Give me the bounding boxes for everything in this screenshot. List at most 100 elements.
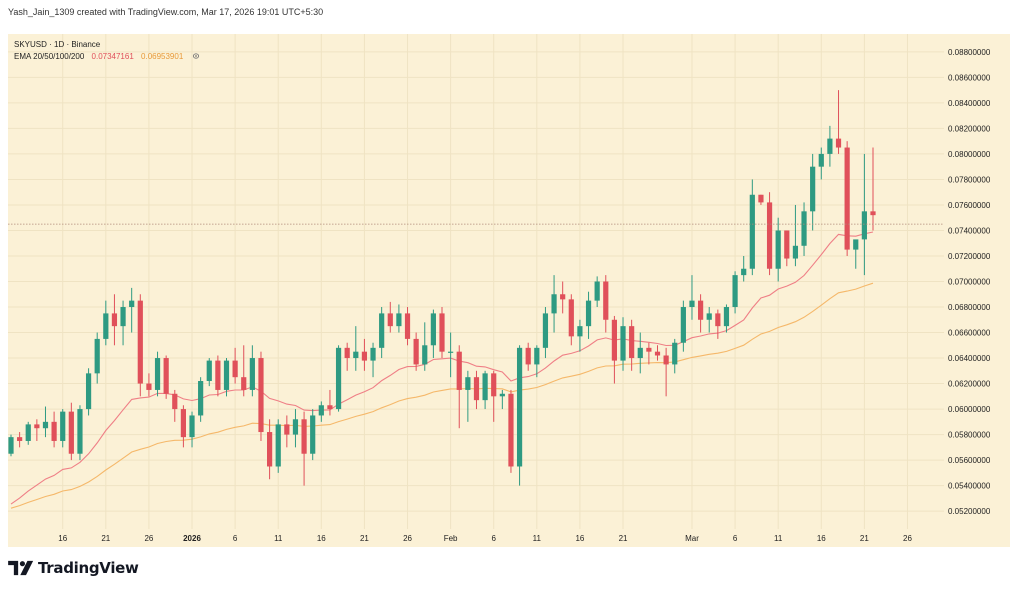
- candle: [758, 194, 764, 205]
- candle-body: [25, 424, 31, 441]
- candle-body: [741, 268, 747, 276]
- candle-body: [258, 358, 264, 433]
- tradingview-brand[interactable]: TradingView: [8, 558, 139, 578]
- y-tick-label: 0.05800000: [948, 431, 991, 440]
- candle: [180, 405, 186, 448]
- candle: [60, 409, 66, 448]
- candle: [335, 345, 342, 412]
- candle: [749, 179, 755, 276]
- candle: [654, 345, 661, 361]
- y-tick-label: 0.07400000: [948, 226, 991, 235]
- candle: [827, 125, 833, 167]
- candle-body: [525, 347, 531, 365]
- candle: [844, 141, 850, 256]
- tradingview-wordmark: TradingView: [38, 559, 139, 577]
- candle-body: [784, 230, 790, 259]
- candle: [284, 415, 290, 448]
- candle-body: [560, 294, 566, 300]
- candle-body: [68, 411, 74, 454]
- candle-body: [17, 437, 23, 441]
- candle-body: [732, 275, 738, 308]
- candle: [120, 300, 126, 346]
- candle-body: [766, 202, 773, 269]
- candle-body: [137, 300, 143, 384]
- candle-body: [413, 338, 419, 365]
- candle-body: [473, 377, 480, 401]
- candle: [741, 255, 747, 282]
- candle: [611, 315, 617, 384]
- y-tick-label: 0.07800000: [948, 175, 991, 184]
- y-tick-label: 0.06200000: [948, 380, 991, 389]
- candle: [465, 370, 471, 422]
- x-tick-label: Feb: [444, 534, 458, 543]
- candle: [379, 307, 385, 359]
- candle-body: [310, 415, 316, 454]
- candle-body: [663, 355, 669, 365]
- candle-body: [568, 299, 574, 337]
- x-tick-label: 6: [233, 534, 238, 543]
- candle-body: [189, 415, 195, 438]
- y-tick-label: 0.06800000: [948, 303, 991, 312]
- candle-body: [8, 437, 14, 454]
- candle-body: [611, 319, 617, 361]
- candle: [189, 411, 195, 448]
- candle-body: [749, 194, 755, 269]
- candle: [801, 202, 807, 256]
- candle: [534, 345, 540, 378]
- chart-legend: SKYUSD · 1D · Binance EMA 20/50/100/200 …: [14, 40, 200, 61]
- candle-body: [241, 377, 247, 390]
- candle: [637, 332, 643, 374]
- candle: [775, 217, 781, 282]
- candle-body: [844, 147, 850, 250]
- candle: [853, 239, 859, 269]
- candle: [241, 345, 247, 397]
- candle-body: [267, 432, 273, 467]
- candle-body: [706, 313, 712, 320]
- eye-icon[interactable]: [192, 53, 200, 59]
- candle: [499, 389, 505, 410]
- candle-body: [223, 360, 230, 390]
- candle: [137, 294, 143, 397]
- price-axis-background[interactable]: [944, 34, 1010, 529]
- candlestick-chart[interactable]: 0.05200000 0.05400000 0.05600000 0.05800000…: [0, 0, 1024, 550]
- y-tick-label: 0.08000000: [948, 150, 991, 159]
- candle-body: [646, 347, 652, 352]
- candle: [301, 411, 307, 486]
- candle-body: [637, 347, 643, 359]
- candle-body: [482, 373, 488, 401]
- candle: [163, 355, 169, 399]
- time-axis-background[interactable]: [8, 529, 1010, 547]
- candle: [215, 355, 221, 397]
- candle-body: [353, 351, 359, 359]
- candle: [861, 153, 867, 276]
- candle: [603, 275, 609, 333]
- candle-body: [42, 421, 49, 429]
- candle-body: [594, 281, 600, 301]
- x-tick-label: 16: [575, 534, 584, 543]
- y-tick-label: 0.08200000: [948, 124, 991, 133]
- candle: [413, 332, 419, 371]
- legend-symbol: SKYUSD · 1D · Binance: [14, 40, 101, 49]
- candle-body: [215, 360, 221, 390]
- candle: [396, 304, 402, 333]
- candle-body: [232, 360, 238, 378]
- candle: [792, 204, 799, 267]
- candle: [585, 291, 592, 339]
- y-tick-label: 0.05600000: [948, 456, 991, 465]
- candle: [568, 294, 574, 346]
- candle-body: [853, 239, 859, 250]
- candle-body: [344, 347, 350, 359]
- candle: [267, 419, 273, 480]
- candle: [310, 409, 316, 461]
- y-tick-label: 0.07200000: [948, 252, 991, 261]
- y-tick-label: 0.05400000: [948, 482, 991, 491]
- candle-body: [292, 419, 299, 435]
- x-tick-label: 6: [733, 534, 738, 543]
- candle-body: [111, 313, 118, 327]
- candle-body: [723, 307, 730, 327]
- candle-body: [810, 166, 816, 212]
- candle: [25, 421, 31, 445]
- candle: [111, 294, 118, 346]
- candle-body: [448, 351, 454, 353]
- x-tick-label: 16: [317, 534, 326, 543]
